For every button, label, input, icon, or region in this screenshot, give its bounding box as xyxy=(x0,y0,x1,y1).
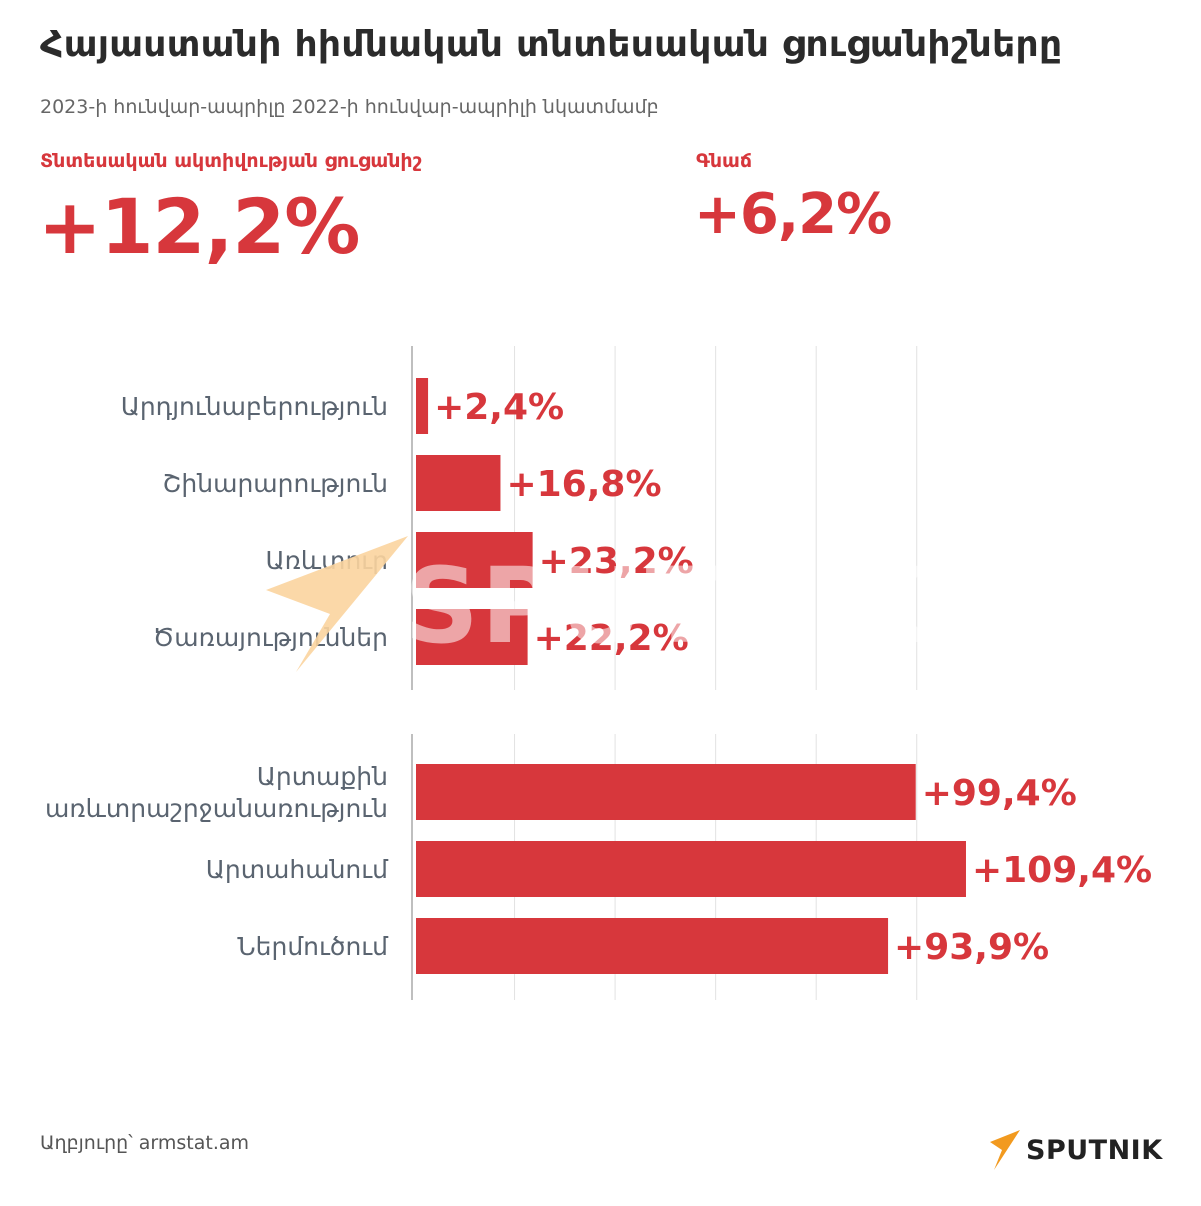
data-label-2: +16,8% xyxy=(506,464,661,505)
category-label-2: Արտահանում xyxy=(206,855,389,884)
bar-1 xyxy=(416,378,429,434)
bar-3 xyxy=(416,918,889,974)
data-label-1: +99,4% xyxy=(922,773,1077,814)
data-label-3: +93,9% xyxy=(894,927,1049,968)
data-label-2: +109,4% xyxy=(972,850,1152,891)
logo-text: SPUTNIK xyxy=(1026,1134,1163,1166)
page-title: Հայաստանի հիմնական տնտեսական ցուցանիշներ… xyxy=(40,24,1063,65)
sputnik-arrow-icon xyxy=(990,1130,1020,1170)
kpi-activity-value: +12,2% xyxy=(38,182,360,271)
watermark-text: SPUTNIK xyxy=(404,545,932,667)
data-label-3: +23,2% xyxy=(539,541,694,582)
data-label-4: +22,2% xyxy=(534,618,689,659)
chart-2: +99,4% Արտաքին առևտրաշրջանառություն +109,4%… xyxy=(45,734,1152,1000)
kpi-activity-label: Տնտեսական ակտիվության ցուցանիշ xyxy=(40,150,422,172)
page-subtitle: 2023-ի հունվար-ապրիլը 2022-ի հունվար-ապր… xyxy=(40,96,659,118)
chart-1: +2,4% Արդյունաբերություն +16,8% Շինարարությ… xyxy=(121,346,918,690)
category-label-4: Ծառայություններ xyxy=(153,623,388,652)
watermark: SPUTNIK xyxy=(266,536,932,672)
bar-2 xyxy=(416,841,966,897)
bar-1 xyxy=(416,764,916,820)
bar-4 xyxy=(416,609,528,665)
category-label-1: առևտրաշրջանառություն xyxy=(45,794,388,823)
data-label-1: +2,4% xyxy=(434,387,564,428)
watermark-arrow-icon xyxy=(266,536,408,672)
kpi-inflation-label: Գնաճ xyxy=(696,150,753,172)
sputnik-logo: SPUTNIK xyxy=(984,1128,1163,1172)
category-label-1: Արդյունաբերություն xyxy=(121,392,388,421)
source-note: Աղբյուրը՝ armstat.am xyxy=(40,1132,250,1154)
category-label-1: Արտաքին xyxy=(257,762,388,791)
kpi-inflation-value: +6,2% xyxy=(694,182,892,247)
bar-2 xyxy=(416,455,501,511)
bar-3 xyxy=(416,532,533,588)
category-label-2: Շինարարություն xyxy=(162,469,388,498)
category-label-3: Ներմուծում xyxy=(237,932,389,961)
